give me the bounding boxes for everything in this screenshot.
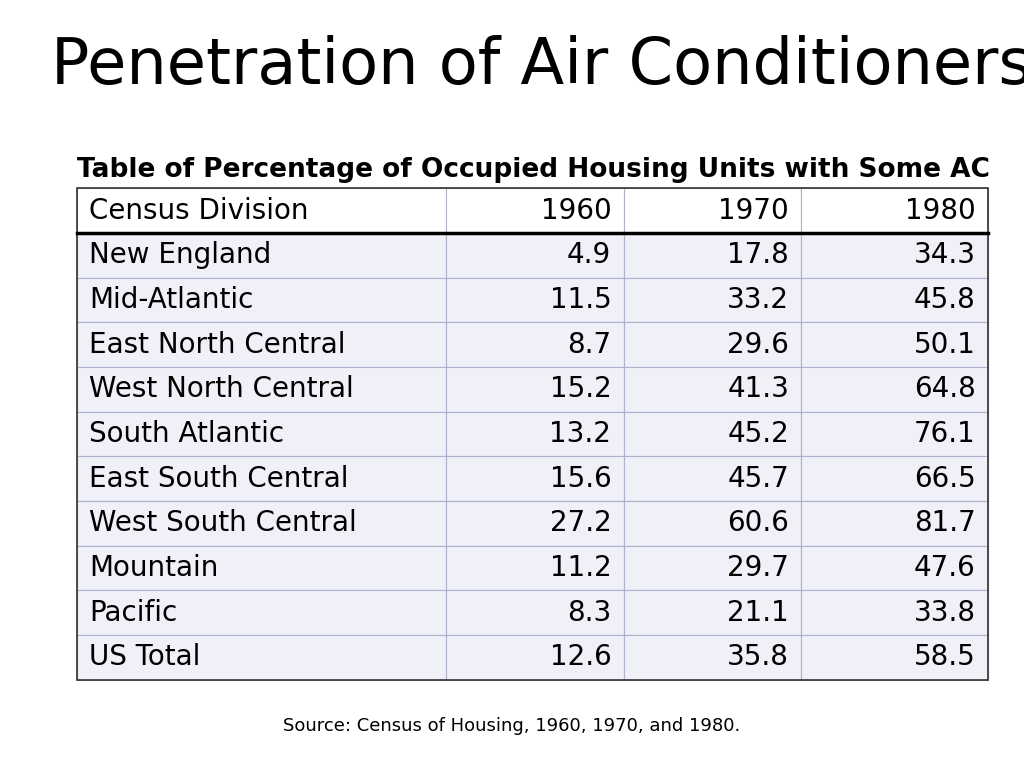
Text: Census Division: Census Division: [89, 197, 308, 224]
Bar: [802, 323, 988, 367]
Text: 45.2: 45.2: [727, 420, 790, 448]
Bar: [77, 233, 445, 277]
Text: West South Central: West South Central: [89, 509, 356, 538]
Bar: [624, 233, 802, 277]
Text: Pacific: Pacific: [89, 598, 177, 627]
Bar: [77, 456, 445, 501]
Text: 4.9: 4.9: [567, 241, 611, 270]
Text: 66.5: 66.5: [914, 465, 976, 492]
Text: West North Central: West North Central: [89, 376, 354, 403]
Text: 15.2: 15.2: [550, 376, 611, 403]
Text: 1980: 1980: [905, 197, 976, 224]
Bar: [445, 591, 624, 635]
Bar: [445, 323, 624, 367]
Bar: [802, 188, 988, 233]
Bar: [802, 501, 988, 545]
Bar: [802, 635, 988, 680]
Bar: [802, 233, 988, 277]
Text: 45.7: 45.7: [727, 465, 790, 492]
Bar: [77, 635, 445, 680]
Bar: [77, 277, 445, 323]
Bar: [624, 501, 802, 545]
Text: 21.1: 21.1: [727, 598, 790, 627]
Text: New England: New England: [89, 241, 271, 270]
Text: 35.8: 35.8: [727, 644, 790, 671]
Bar: [624, 635, 802, 680]
Text: US Total: US Total: [89, 644, 201, 671]
Bar: [624, 188, 802, 233]
Bar: [77, 188, 988, 680]
Text: 11.5: 11.5: [550, 286, 611, 314]
Bar: [445, 456, 624, 501]
Text: 13.2: 13.2: [550, 420, 611, 448]
Bar: [77, 591, 445, 635]
Text: Table of Percentage of Occupied Housing Units with Some AC: Table of Percentage of Occupied Housing …: [77, 157, 989, 184]
Text: 11.2: 11.2: [550, 554, 611, 582]
Text: East North Central: East North Central: [89, 330, 345, 359]
Text: 81.7: 81.7: [914, 509, 976, 538]
Bar: [624, 323, 802, 367]
Bar: [624, 591, 802, 635]
Text: South Atlantic: South Atlantic: [89, 420, 285, 448]
Text: Mid-Atlantic: Mid-Atlantic: [89, 286, 254, 314]
Text: 29.7: 29.7: [727, 554, 790, 582]
Text: 50.1: 50.1: [914, 330, 976, 359]
Text: 1960: 1960: [541, 197, 611, 224]
Text: 41.3: 41.3: [727, 376, 790, 403]
Text: 27.2: 27.2: [550, 509, 611, 538]
Bar: [624, 456, 802, 501]
Text: 64.8: 64.8: [914, 376, 976, 403]
Bar: [624, 277, 802, 323]
Bar: [802, 456, 988, 501]
Text: Source: Census of Housing, 1960, 1970, and 1980.: Source: Census of Housing, 1960, 1970, a…: [284, 717, 740, 735]
Text: Mountain: Mountain: [89, 554, 218, 582]
Bar: [802, 545, 988, 591]
Text: 8.7: 8.7: [567, 330, 611, 359]
Bar: [802, 591, 988, 635]
Bar: [802, 412, 988, 456]
Bar: [445, 545, 624, 591]
Text: 8.3: 8.3: [567, 598, 611, 627]
Text: 29.6: 29.6: [727, 330, 790, 359]
Text: 76.1: 76.1: [914, 420, 976, 448]
Bar: [624, 412, 802, 456]
Text: 12.6: 12.6: [550, 644, 611, 671]
Text: 15.6: 15.6: [550, 465, 611, 492]
Bar: [445, 277, 624, 323]
Text: 58.5: 58.5: [914, 644, 976, 671]
Text: 34.3: 34.3: [913, 241, 976, 270]
Bar: [802, 277, 988, 323]
Bar: [77, 188, 445, 233]
Bar: [77, 323, 445, 367]
Bar: [802, 367, 988, 412]
Text: 60.6: 60.6: [727, 509, 790, 538]
Text: 33.2: 33.2: [727, 286, 790, 314]
Text: 17.8: 17.8: [727, 241, 790, 270]
Text: 47.6: 47.6: [914, 554, 976, 582]
Bar: [445, 412, 624, 456]
Text: 1970: 1970: [718, 197, 790, 224]
Bar: [445, 188, 624, 233]
Bar: [624, 367, 802, 412]
Bar: [77, 545, 445, 591]
Bar: [445, 367, 624, 412]
Text: 45.8: 45.8: [914, 286, 976, 314]
Bar: [445, 635, 624, 680]
Bar: [445, 501, 624, 545]
Text: East South Central: East South Central: [89, 465, 348, 492]
Bar: [624, 545, 802, 591]
Bar: [77, 501, 445, 545]
Bar: [445, 233, 624, 277]
Text: Penetration of Air Conditioners: Penetration of Air Conditioners: [51, 35, 1024, 97]
Text: 33.8: 33.8: [913, 598, 976, 627]
Bar: [77, 367, 445, 412]
Bar: [77, 412, 445, 456]
